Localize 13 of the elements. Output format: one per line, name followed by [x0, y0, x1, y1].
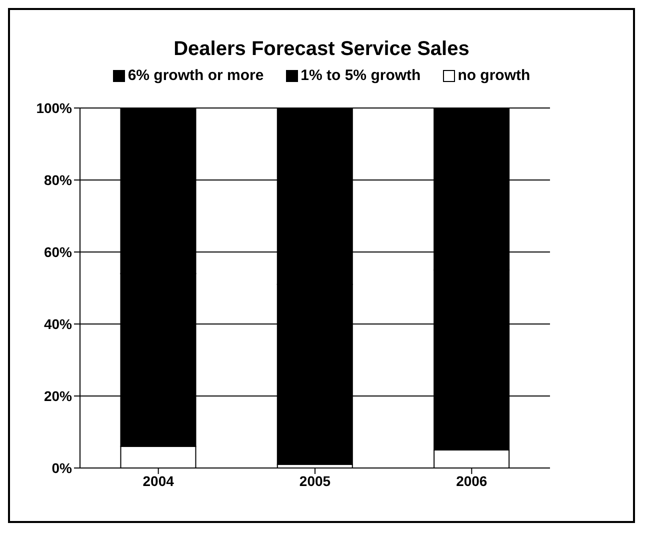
legend-label: no growth: [456, 67, 530, 84]
x-tick-label: 2004: [142, 472, 174, 489]
y-tick-label: 40%: [44, 316, 73, 332]
y-tick-label: 100%: [36, 100, 73, 116]
x-tick-label: 2006: [456, 472, 488, 489]
y-tick-label: 0%: [52, 460, 73, 476]
y-tick-label: 60%: [44, 244, 73, 260]
y-tick-label: 20%: [44, 388, 73, 404]
legend-label: 1% to 5% growth: [300, 67, 421, 84]
x-tick-label: 2005: [299, 472, 331, 489]
legend-label: 6% growth or more: [126, 67, 264, 84]
y-tick-label: 80%: [44, 172, 73, 188]
chart-title: Dealers Forecast Service Sales: [172, 38, 470, 61]
